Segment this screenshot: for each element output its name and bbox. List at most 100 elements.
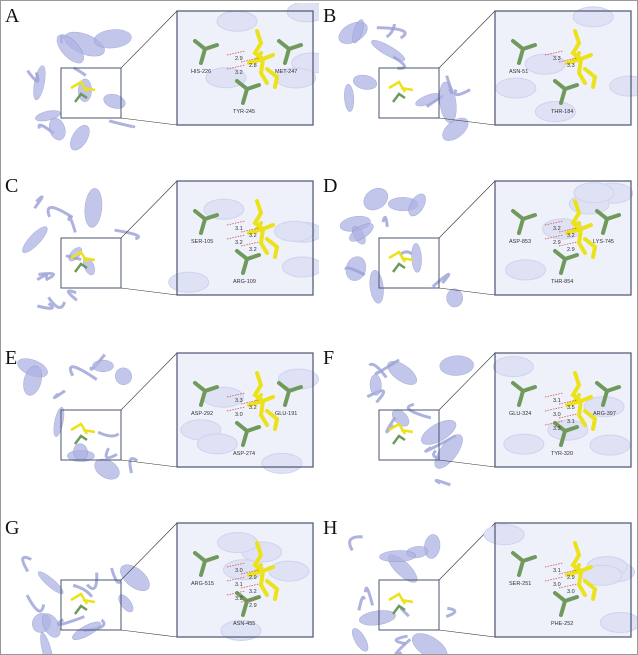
hbond-distance: 3.3	[553, 426, 561, 432]
binding-site-closeup: ASN-51 THR-184 3.3 3.3	[495, 6, 637, 125]
panel-b: B ASN-51 THR-184 3.3 3.3	[319, 3, 637, 166]
hbond-distance: 3.1	[553, 398, 561, 404]
hbond-distance: 3.1	[235, 582, 243, 588]
binding-site-closeup: SER-251 PHE-252 3.1 2.9 3.0 3.0	[483, 523, 637, 637]
panel-letter: D	[323, 175, 338, 197]
residue-label: GLU-191	[275, 411, 297, 417]
residue-label: ASP-292	[191, 411, 213, 417]
hbond-distance: 3.1	[235, 226, 243, 232]
hbond-distance: 3.0	[235, 568, 243, 574]
protein-overview	[21, 555, 150, 654]
hbond-distance: 3.1	[567, 419, 575, 425]
residue-label: ASN-455	[233, 621, 255, 627]
residue-stick	[511, 381, 537, 407]
hbond-distance: 2.9	[567, 247, 575, 253]
panel-letter: F	[323, 347, 335, 369]
selection-box	[378, 579, 440, 631]
residue-stick	[595, 209, 621, 235]
hbond-distance: 3.2	[249, 233, 257, 239]
residue-label: MET-247	[275, 69, 297, 75]
residue-stick	[235, 249, 261, 275]
ligand	[247, 371, 280, 431]
residue-stick	[553, 591, 579, 617]
hbond-distance: 3.2	[249, 405, 257, 411]
panel-e: E ASP-292 ASP-274 GLU-191 3.3 3.2 3.0	[1, 345, 319, 508]
panel-f: F GLU-324 TYR-320 ARG-397 3.1 3.5 3.0 3.1 3.3	[319, 345, 637, 508]
hbond-distance: 3.0	[235, 412, 243, 418]
binding-site-closeup: GLU-324 TYR-320 ARG-397 3.1 3.5 3.0 3.1 3.3	[492, 353, 631, 467]
ligand	[247, 29, 280, 89]
binding-site-closeup: ASP-292 ASP-274 GLU-191 3.3 3.2 3.0	[177, 353, 319, 474]
protein-overview	[366, 355, 474, 487]
selection-box	[378, 237, 440, 289]
residue-label: TYR-320	[551, 451, 573, 457]
selection-box	[60, 409, 122, 461]
ligand	[565, 541, 598, 601]
binding-site-closeup: HIS-226 TYR-245 MET-247 2.9 2.8 3.2	[177, 3, 319, 125]
selection-box	[378, 67, 440, 119]
panel-letter: H	[323, 517, 338, 539]
residue-stick	[193, 209, 219, 235]
ligand	[565, 199, 598, 259]
residue-stick	[511, 209, 537, 235]
hbond-distance: 3.3	[553, 56, 561, 62]
residue-label: LYS-745	[593, 239, 614, 245]
residue-stick	[235, 79, 261, 105]
protein-overview	[339, 188, 463, 308]
residue-label: THR-854	[551, 279, 573, 285]
selection-box	[60, 237, 122, 289]
residue-label: ASP-274	[233, 451, 255, 457]
panel-a: A HIS-226 TYR-245 MET-247 2.9 2.8 3.2	[1, 3, 319, 166]
residue-stick	[193, 551, 219, 577]
panel-g: G ARG-515 ASN-455 3.0 2.9 3.1 3.2 3.2 2.9	[1, 515, 319, 654]
residue-stick	[553, 249, 579, 275]
hbond-distance: 2.9	[235, 56, 243, 62]
binding-site-closeup: ASP-853 THR-854 LYS-745 3.2 3.2 2.9 2.9	[495, 181, 634, 295]
residue-label: ARG-109	[233, 279, 256, 285]
ligand	[565, 371, 598, 431]
hbond-distance: 3.2	[567, 233, 575, 239]
panel-letter: A	[5, 5, 20, 27]
hbond-distance: 3.0	[553, 412, 561, 418]
panel-letter: C	[5, 175, 19, 197]
hbond-distance: 2.9	[249, 603, 257, 609]
residue-label: PHE-252	[551, 621, 573, 627]
residue-label: ASN-51	[509, 69, 528, 75]
panel-h: H SER-251 PHE-252 3.1 2.9 3.0 3.0	[319, 515, 637, 654]
residue-label: THR-184	[551, 109, 573, 115]
selection-box	[378, 409, 440, 461]
hbond-distance: 3.2	[235, 70, 243, 76]
residue-stick	[193, 381, 219, 407]
residue-label: HIS-226	[191, 69, 211, 75]
protein-overview	[17, 353, 139, 480]
hbond-distance: 3.3	[235, 398, 243, 404]
residue-stick	[511, 39, 537, 65]
hbond-distance: 3.0	[567, 589, 575, 595]
hbond-distance: 3.2	[249, 247, 257, 253]
hbond-distance: 2.9	[249, 575, 257, 581]
residue-stick	[553, 421, 579, 447]
residue-label: ASP-853	[509, 239, 531, 245]
protein-overview	[22, 188, 141, 310]
panel-letter: B	[323, 5, 337, 27]
binding-site-closeup: ARG-515 ASN-455 3.0 2.9 3.1 3.2 3.2 2.9	[177, 523, 313, 641]
residue-stick	[595, 381, 621, 407]
hbond-distance: 2.9	[553, 240, 561, 246]
residue-stick	[553, 79, 579, 105]
panel-c: C SER-105 ARG-109 3.1 3.2 3.2 3.2	[1, 173, 319, 336]
hbond-distance: 3.1	[553, 568, 561, 574]
hbond-distance: 3.2	[553, 226, 561, 232]
protein-overview	[348, 534, 457, 654]
residue-stick	[277, 381, 303, 407]
residue-stick	[235, 421, 261, 447]
protein-overview	[338, 19, 471, 141]
hbond-distance: 3.2	[235, 596, 243, 602]
residue-label: SER-251	[509, 581, 531, 587]
residue-stick	[193, 39, 219, 65]
residue-label: SER-105	[191, 239, 213, 245]
residue-label: ARG-515	[191, 581, 214, 587]
panel-letter: G	[5, 517, 20, 539]
residue-stick	[277, 39, 303, 65]
panel-letter: E	[5, 347, 18, 369]
